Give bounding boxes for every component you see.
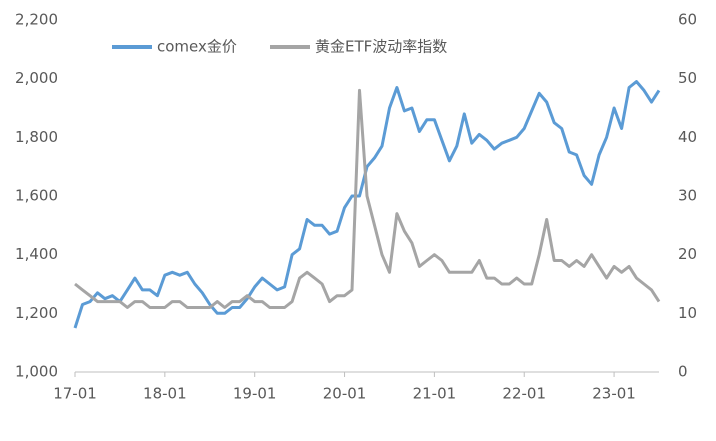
y2-tick-label: 30 [678,187,697,205]
legend-label: 黄金ETF波动率指数 [315,38,447,56]
y2-tick-label: 40 [678,128,697,146]
y-tick-label: 1,600 [15,187,58,205]
x-tick-label: 17-01 [53,385,97,403]
legend-label: comex金价 [157,38,237,56]
x-tick-label: 18-01 [143,385,187,403]
x-tick-label: 22-01 [502,385,546,403]
y2-tick-label: 50 [678,69,697,87]
y-tick-label: 2,200 [15,11,58,29]
y-tick-label: 1,200 [15,304,58,322]
x-tick-label: 23-01 [592,385,636,403]
y2-tick-label: 20 [678,245,697,263]
y2-tick-label: 60 [678,11,697,29]
y-tick-label: 2,000 [15,69,58,87]
x-tick-label: 21-01 [413,385,457,403]
series-line [73,80,661,329]
y-tick-label: 1,000 [15,363,58,381]
y2-tick-label: 0 [678,363,688,381]
series-line [74,88,661,309]
y-tick-label: 1,800 [15,128,58,146]
x-tick-label: 19-01 [233,385,277,403]
y2-tick-label: 10 [678,304,697,322]
y-tick-label: 1,400 [15,245,58,263]
x-tick-label: 20-01 [323,385,367,403]
